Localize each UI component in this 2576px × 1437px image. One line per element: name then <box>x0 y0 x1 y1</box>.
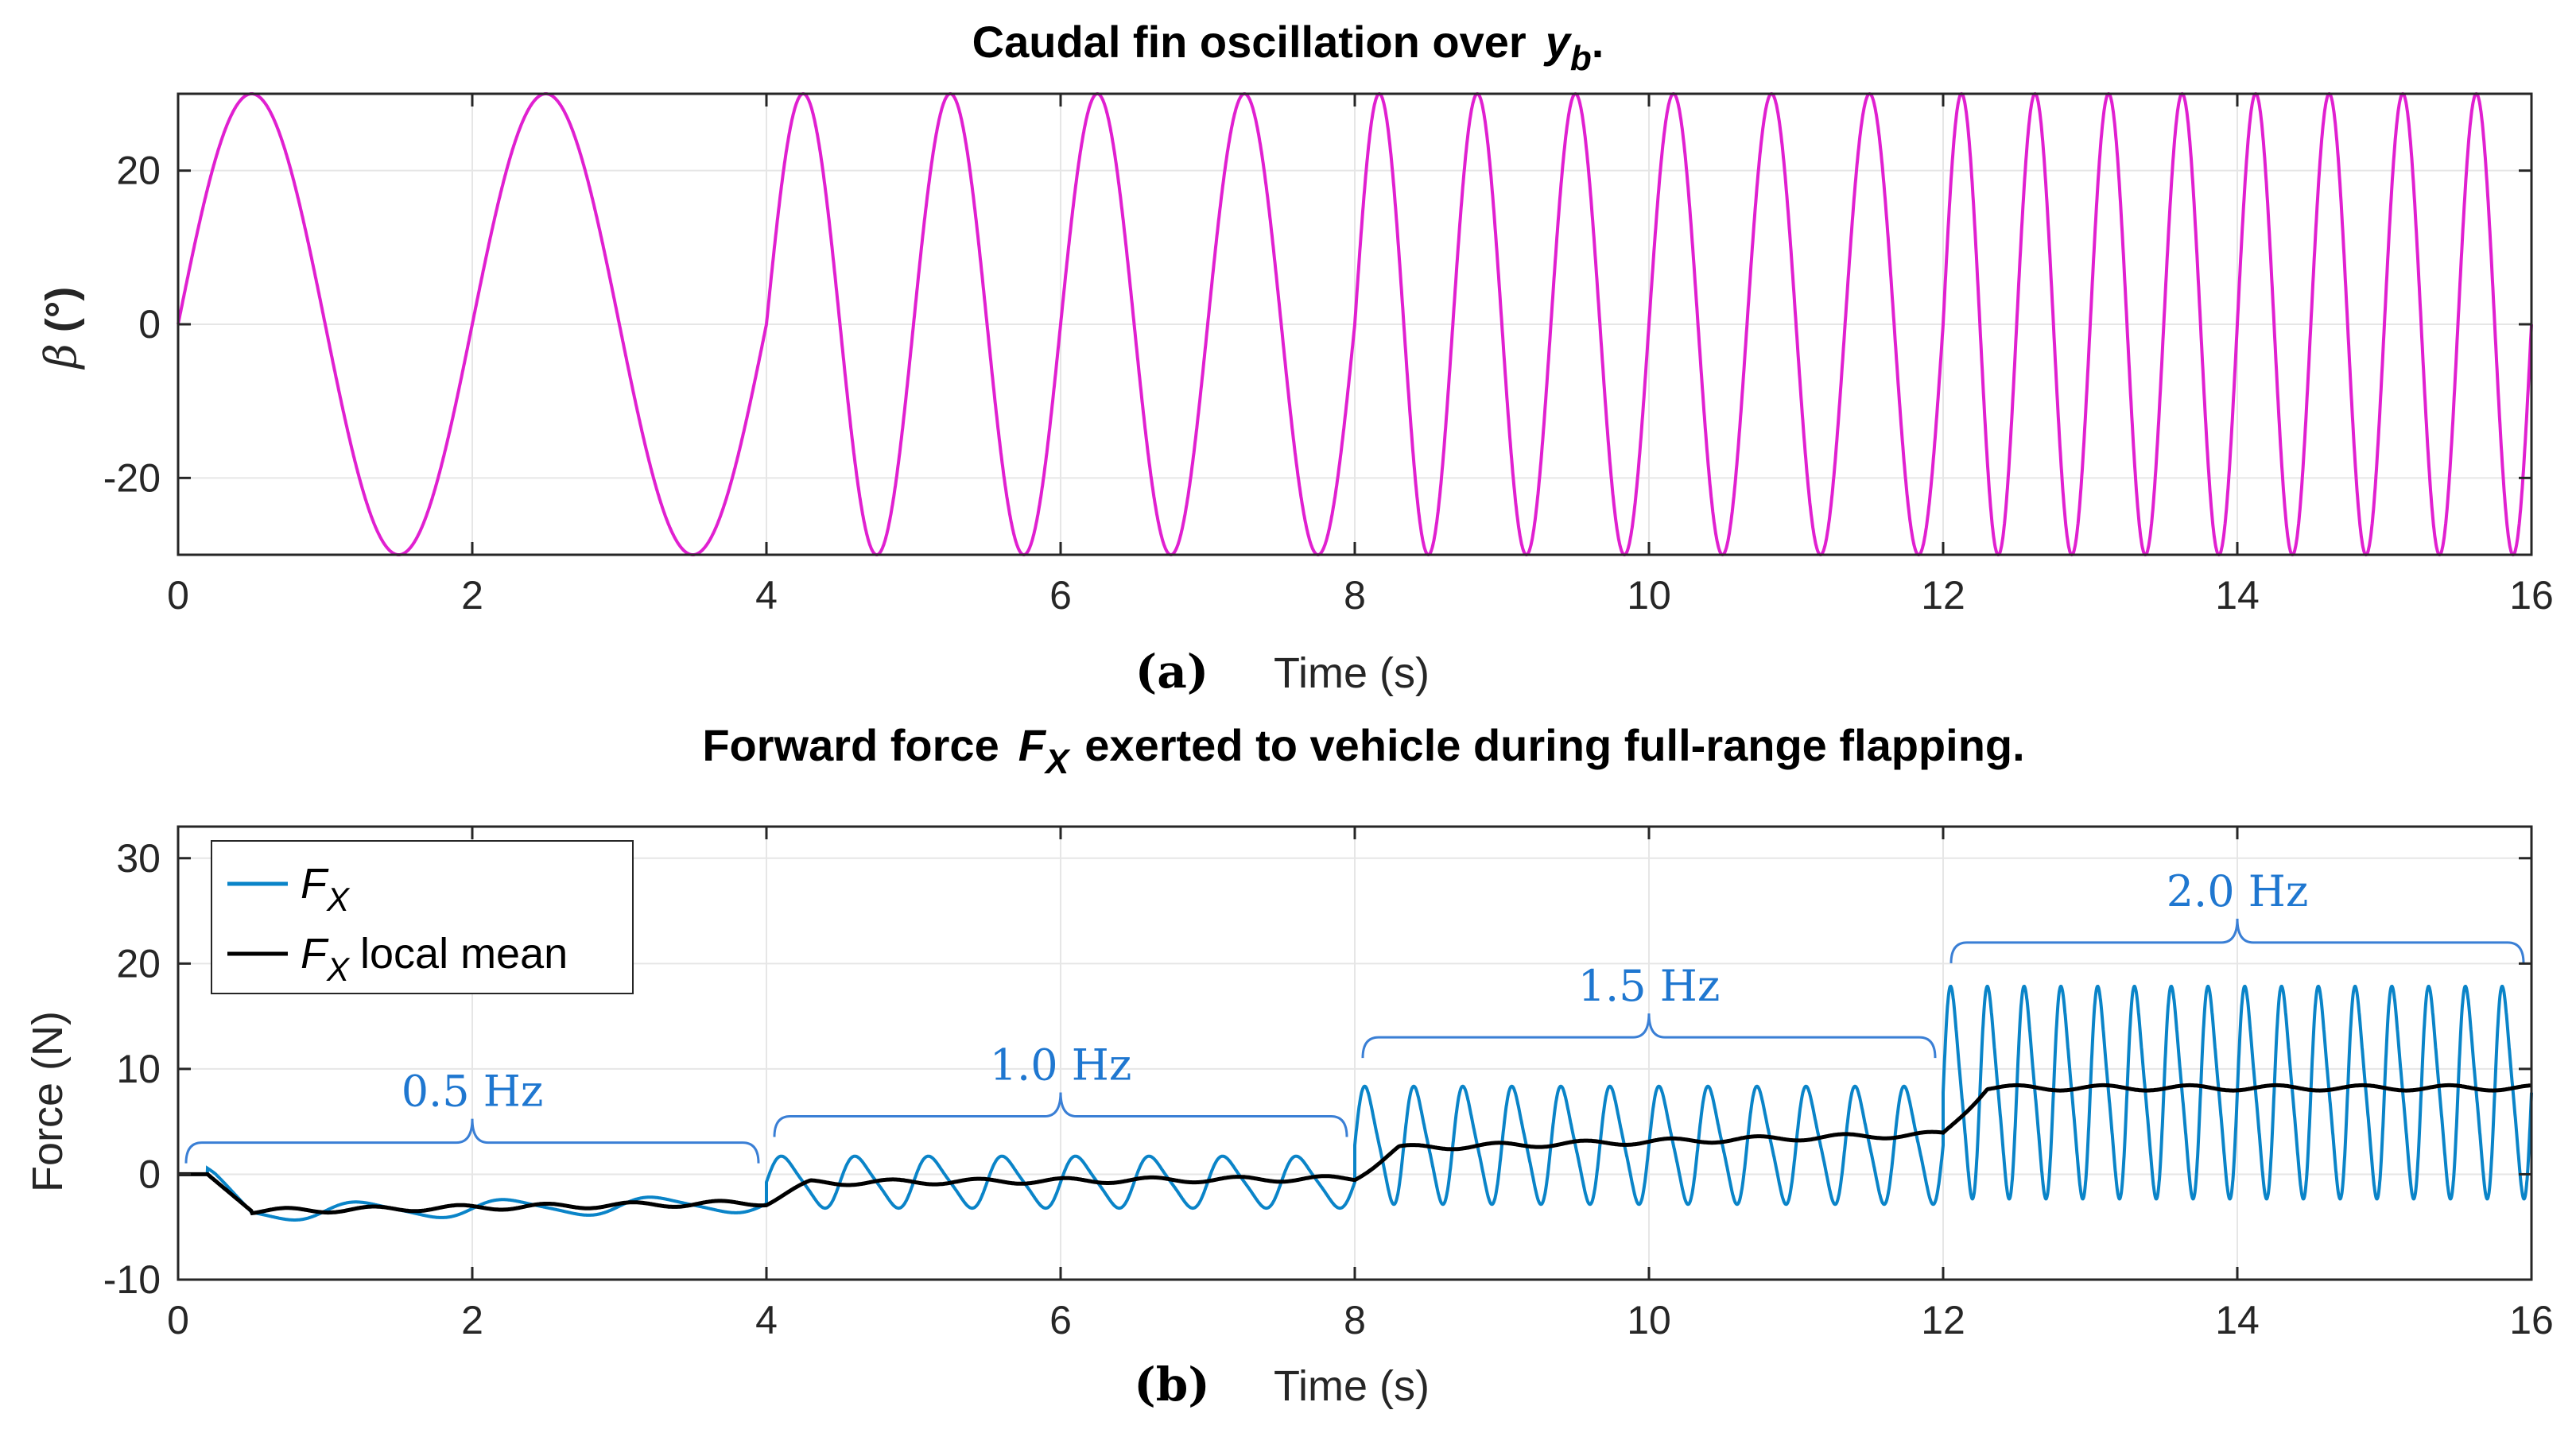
chart-a-x-tick-label: 6 <box>1049 573 1072 618</box>
chart-b-y-tick-label: -10 <box>103 1257 161 1302</box>
chart-a-x-tick-label: 12 <box>1921 573 1965 618</box>
frequency-label: 1.5 Hz <box>1578 961 1721 1011</box>
chart-b-y-tick-label: 20 <box>116 941 161 986</box>
chart-a-x-tick-label: 14 <box>2215 573 2260 618</box>
chart-b-x-tick-label: 8 <box>1344 1298 1366 1342</box>
legend-label-fx-local-mean: FX local mean <box>301 930 568 988</box>
frequency-label: 2.0 Hz <box>2167 866 2309 916</box>
chart-b-x-tick-label: 4 <box>755 1298 778 1342</box>
chart-b-x-tick-label: 12 <box>1921 1298 1965 1342</box>
chart-a-x-label: Time (s) <box>1274 649 1430 697</box>
chart-b-y-tick-label: 0 <box>138 1152 161 1196</box>
chart-b-y-tick-label: 30 <box>116 836 161 881</box>
chart-a-y-ticks: -20 0 20 <box>103 149 2531 500</box>
frequency-bracket <box>1361 1013 1937 1059</box>
chart-a-x-tick-label: 8 <box>1344 573 1366 618</box>
chart-b-title: Forward force FX exerted to vehicle during… <box>702 720 2024 781</box>
chart-a-y-label: β(°) <box>36 287 86 370</box>
chart-a-series <box>177 91 2533 557</box>
chart-a-y-tick-label: -20 <box>103 455 161 500</box>
chart-a-x-tick-label: 10 <box>1627 573 1671 618</box>
chart-a-title: Caudal fin oscillation over yb. <box>972 17 1604 78</box>
chart-a-y-tick-label: 0 <box>138 302 161 347</box>
series-fx-line <box>178 985 2533 1222</box>
chart-b-x-tick-label: 10 <box>1627 1298 1671 1342</box>
chart-b-y-tick-label: 10 <box>116 1047 161 1091</box>
chart-a-x-tick-label: 2 <box>461 573 483 618</box>
frequency-label: 1.0 Hz <box>990 1040 1132 1090</box>
chart-b-x-tick-label: 2 <box>461 1298 483 1342</box>
chart-b-x-tick-label: 16 <box>2509 1298 2554 1342</box>
chart-b-y-ticks: -10 0 10 20 30 <box>103 836 2531 1302</box>
legend-label-fx: FX <box>301 860 351 918</box>
chart-b-panel-label: (b) <box>1134 1358 1209 1412</box>
chart-a-x-tick-label: 0 <box>167 573 189 618</box>
chart-b-x-ticks: 0 2 4 6 8 10 12 14 16 <box>167 827 2554 1342</box>
chart-b-x-label: Time (s) <box>1274 1362 1430 1410</box>
chart-a-x-ticks: 0 2 4 6 8 10 12 14 16 <box>167 94 2554 618</box>
chart-a: Caudal fin oscillation over yb. 0 2 4 6 8 10 12… <box>36 17 2554 699</box>
series-beta-line <box>177 91 2533 557</box>
frequency-label: 0.5 Hz <box>402 1067 544 1117</box>
chart-a-y-tick-label: 20 <box>116 149 161 193</box>
chart-b-annotations: 0.5 Hz 1.0 Hz 1.5 Hz 2.0 Hz <box>184 866 2525 1164</box>
chart-b-x-tick-label: 0 <box>167 1298 189 1342</box>
chart-b-x-tick-label: 6 <box>1049 1298 1072 1342</box>
chart-b-series <box>178 985 2533 1222</box>
chart-b-y-label: Force (N) <box>24 1011 72 1192</box>
legend-box <box>211 840 634 994</box>
series-fx-local-mean-line <box>178 1083 2532 1216</box>
chart-a-x-tick-label: 16 <box>2509 573 2554 618</box>
chart-b: Forward force FX exerted to vehicle during… <box>24 720 2554 1412</box>
chart-a-panel-label: (a) <box>1135 645 1208 699</box>
chart-b-legend: FX FX local mean <box>211 840 634 994</box>
chart-a-x-tick-label: 4 <box>755 573 778 618</box>
chart-b-x-tick-label: 14 <box>2215 1298 2260 1342</box>
